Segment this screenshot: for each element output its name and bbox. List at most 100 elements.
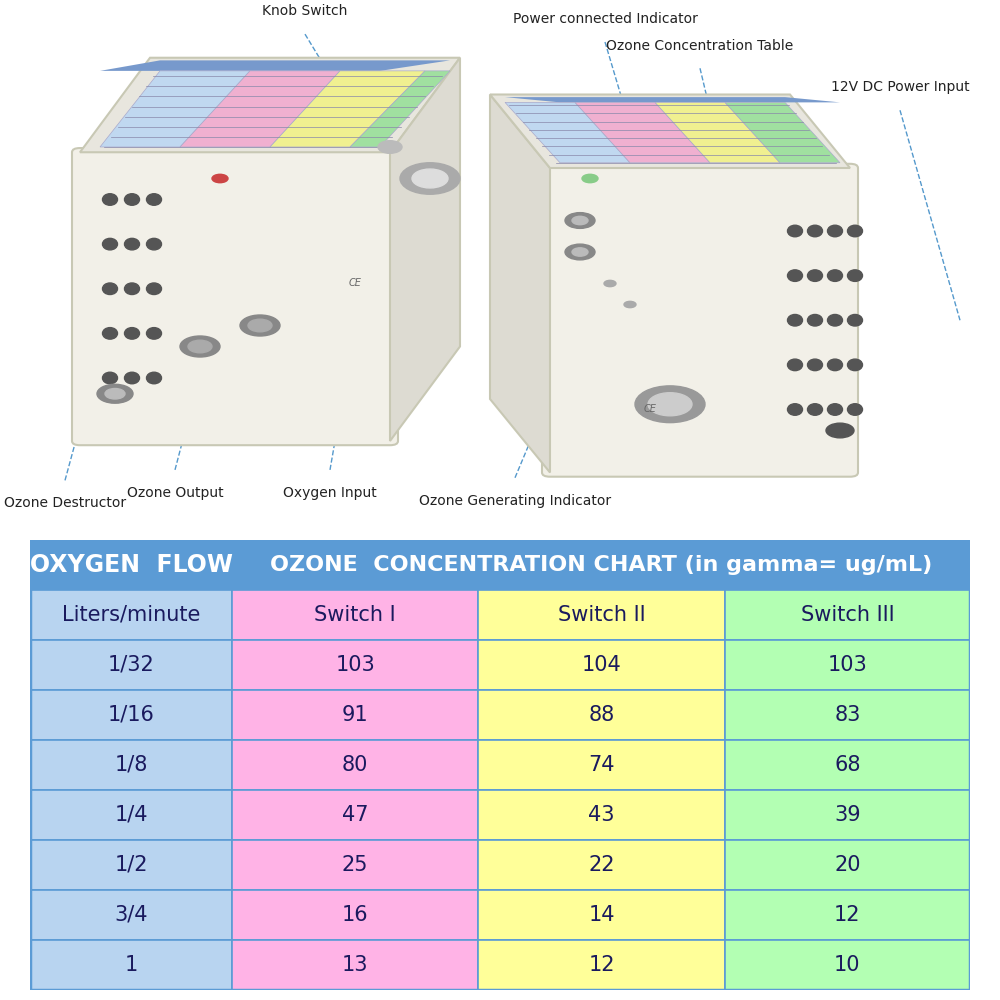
Text: 91: 91 — [342, 705, 369, 725]
Polygon shape — [490, 95, 850, 168]
Ellipse shape — [103, 283, 118, 295]
Polygon shape — [505, 102, 630, 163]
Ellipse shape — [848, 314, 862, 326]
Text: 1/32: 1/32 — [108, 655, 154, 675]
Text: 1/4: 1/4 — [114, 805, 148, 825]
Text: 12V DC Power Input: 12V DC Power Input — [831, 81, 969, 95]
Text: Switch I: Switch I — [314, 605, 396, 625]
Bar — [232, 690, 478, 740]
Bar — [725, 640, 970, 690]
Circle shape — [565, 213, 595, 228]
Polygon shape — [80, 58, 460, 152]
Ellipse shape — [124, 328, 140, 339]
Bar — [725, 590, 970, 640]
Ellipse shape — [146, 238, 162, 250]
Bar — [232, 590, 478, 640]
Polygon shape — [390, 58, 460, 441]
Circle shape — [826, 423, 854, 438]
Text: Oxygen Input: Oxygen Input — [283, 486, 377, 500]
Ellipse shape — [828, 225, 843, 237]
Ellipse shape — [848, 359, 862, 371]
Polygon shape — [505, 97, 840, 102]
Circle shape — [248, 319, 272, 332]
Circle shape — [97, 384, 133, 403]
Text: 39: 39 — [834, 805, 861, 825]
Bar — [232, 740, 478, 790]
Text: Ozone Destructor: Ozone Destructor — [4, 496, 126, 510]
Bar — [30, 890, 232, 940]
Polygon shape — [490, 95, 550, 473]
Text: 43: 43 — [588, 805, 615, 825]
Text: 74: 74 — [588, 755, 615, 775]
Text: 47: 47 — [342, 805, 368, 825]
Ellipse shape — [146, 194, 162, 205]
Text: Ozone Output: Ozone Output — [127, 486, 223, 500]
Ellipse shape — [124, 238, 140, 250]
Text: Knob Switch: Knob Switch — [262, 4, 348, 18]
Ellipse shape — [103, 238, 118, 250]
Ellipse shape — [146, 328, 162, 339]
Ellipse shape — [146, 372, 162, 384]
Polygon shape — [725, 102, 840, 163]
Circle shape — [635, 386, 705, 423]
Text: 103: 103 — [335, 655, 375, 675]
Text: 1/16: 1/16 — [108, 705, 154, 725]
Text: Switch III: Switch III — [801, 605, 894, 625]
Bar — [30, 590, 232, 640]
Bar — [725, 940, 970, 990]
Polygon shape — [180, 71, 340, 147]
Polygon shape — [655, 102, 780, 163]
Bar — [232, 840, 478, 890]
Ellipse shape — [848, 404, 862, 415]
Bar — [232, 890, 478, 940]
Bar — [478, 790, 725, 840]
Ellipse shape — [788, 270, 802, 281]
Bar — [478, 890, 725, 940]
Circle shape — [572, 216, 588, 225]
Bar — [30, 940, 232, 990]
Ellipse shape — [103, 194, 118, 205]
Ellipse shape — [808, 359, 823, 371]
Circle shape — [105, 388, 125, 399]
Circle shape — [212, 174, 228, 183]
Polygon shape — [100, 71, 250, 147]
Bar — [30, 640, 232, 690]
Text: 1/8: 1/8 — [114, 755, 148, 775]
Text: Ozone Concentration Table: Ozone Concentration Table — [606, 38, 794, 52]
Ellipse shape — [848, 225, 862, 237]
Text: 1/2: 1/2 — [114, 855, 148, 875]
Text: Power connected Indicator: Power connected Indicator — [513, 12, 697, 26]
Text: 3/4: 3/4 — [114, 905, 148, 925]
Circle shape — [624, 301, 636, 308]
Ellipse shape — [808, 225, 823, 237]
Text: Ozone Generating Indicator: Ozone Generating Indicator — [419, 493, 611, 508]
Bar — [478, 940, 725, 990]
FancyBboxPatch shape — [72, 148, 398, 445]
Ellipse shape — [808, 314, 823, 326]
Ellipse shape — [828, 270, 843, 281]
Ellipse shape — [828, 404, 843, 415]
Text: 80: 80 — [342, 755, 368, 775]
Bar — [725, 840, 970, 890]
Text: 68: 68 — [834, 755, 861, 775]
Ellipse shape — [788, 225, 802, 237]
Bar — [232, 540, 970, 590]
Text: 25: 25 — [342, 855, 368, 875]
Text: OZONE  CONCENTRATION CHART (in gamma= ug/mL): OZONE CONCENTRATION CHART (in gamma= ug/… — [270, 555, 932, 575]
Bar — [725, 790, 970, 840]
Text: CE: CE — [349, 278, 361, 288]
Circle shape — [572, 248, 588, 256]
Bar — [30, 840, 232, 890]
Bar — [725, 890, 970, 940]
Text: 12: 12 — [834, 905, 861, 925]
Text: 83: 83 — [834, 705, 861, 725]
Ellipse shape — [103, 372, 118, 384]
Text: Liters/minute: Liters/minute — [62, 605, 200, 625]
Text: 16: 16 — [342, 905, 369, 925]
Text: 20: 20 — [834, 855, 861, 875]
Bar — [232, 640, 478, 690]
Circle shape — [582, 174, 598, 183]
Circle shape — [378, 141, 402, 153]
Ellipse shape — [124, 372, 140, 384]
Text: 104: 104 — [582, 655, 621, 675]
